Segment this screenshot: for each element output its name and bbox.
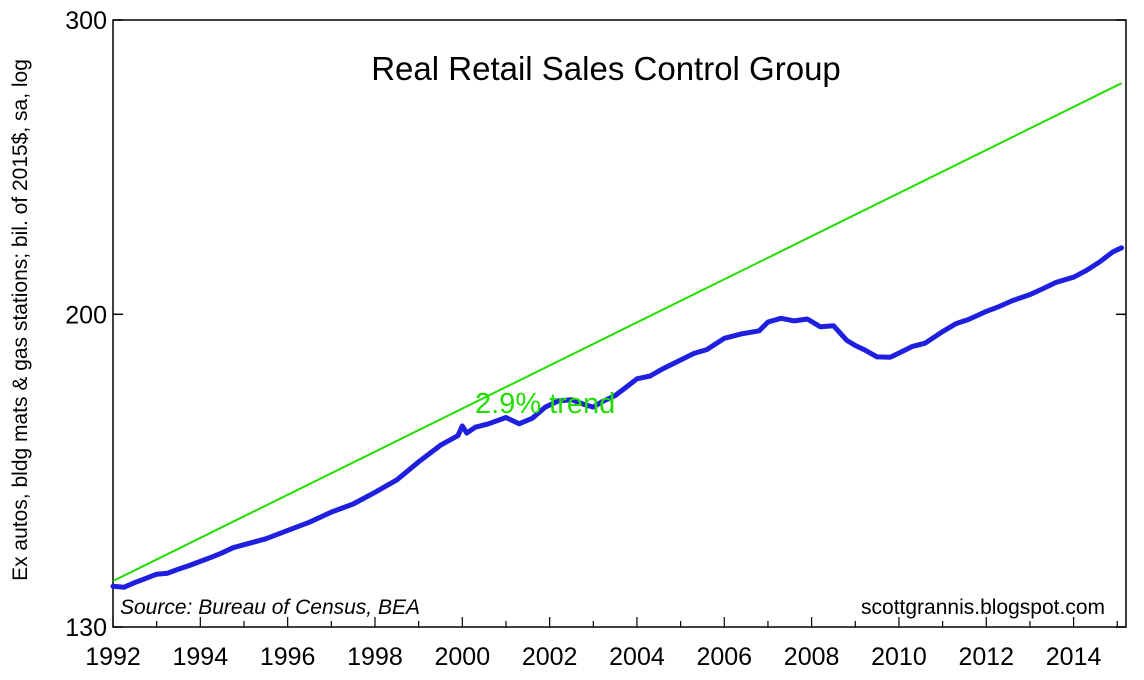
credit-text: scottgrannis.blogspot.com — [861, 596, 1105, 619]
trend-line — [112, 82, 1123, 582]
y-axis-label: Ex autos, bldg mats & gas stations; bil.… — [9, 59, 32, 581]
x-tick-label: 2006 — [696, 643, 752, 671]
trend-annotation: 2.9% trend — [475, 388, 615, 420]
chart-title: Real Retail Sales Control Group — [371, 50, 841, 87]
source-note: Source: Bureau of Census, BEA — [120, 596, 420, 619]
x-tick-label: 2002 — [522, 643, 578, 671]
x-tick-label: 2008 — [784, 643, 840, 671]
y-tick-label: 300 — [65, 7, 107, 35]
y-axis: 130 200 300 — [65, 7, 1126, 642]
x-tick-label: 2000 — [434, 643, 490, 671]
x-tick-label: 2014 — [1046, 643, 1102, 671]
x-tick-label: 2012 — [958, 643, 1014, 671]
x-tick-label: 2010 — [871, 643, 927, 671]
x-axis: 1992 1994 1996 1998 2000 2002 2004 2006 2008 2010… — [85, 617, 1118, 671]
x-tick-label: 1998 — [347, 643, 403, 671]
x-tick-label: 1992 — [85, 643, 141, 671]
y-tick-label: 200 — [65, 301, 107, 329]
x-tick-label: 1994 — [173, 643, 229, 671]
plot-frame — [112, 19, 1127, 628]
series-layer — [110, 82, 1125, 590]
sales-series-line — [110, 245, 1125, 590]
x-tick-label: 2004 — [609, 643, 665, 671]
x-tick-label: 1996 — [260, 643, 316, 671]
y-tick-label: 130 — [65, 614, 107, 642]
